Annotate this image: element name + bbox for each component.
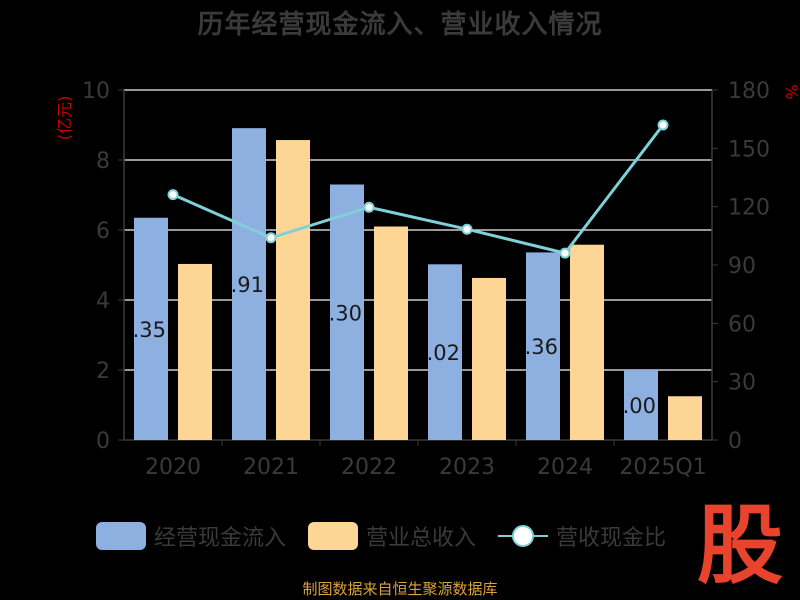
bar-cash-inflow	[624, 370, 658, 440]
y-right-tick-label: 60	[728, 312, 756, 337]
legend-item-ratio[interactable]: 营收现金比	[498, 520, 666, 552]
line-point-ratio	[265, 232, 277, 244]
x-tick-label: 2020	[145, 455, 201, 480]
y-right-tick-label: 0	[728, 429, 742, 454]
bar-revenue	[668, 396, 702, 440]
y-right-tick-label: 150	[728, 137, 770, 162]
x-tick-label: 2021	[243, 455, 299, 480]
x-tick-label: 2024	[537, 455, 593, 480]
bar-data-label: .36	[525, 335, 558, 359]
y-left-tick-label: 4	[96, 289, 110, 314]
bar-revenue	[570, 244, 604, 440]
line-point-ratio	[461, 223, 473, 235]
line-point-ratio	[559, 247, 571, 259]
line-point-ratio	[657, 119, 669, 131]
x-tick-label: 2022	[341, 455, 397, 480]
bar-data-label: .30	[329, 301, 362, 325]
bar-cash-inflow	[428, 264, 462, 440]
legend-item-revenue[interactable]: 营业总收入	[308, 520, 476, 552]
bar-revenue	[374, 226, 408, 440]
bar-data-label: .00	[623, 394, 656, 418]
y-right-tick-label: 120	[728, 196, 770, 221]
y-right-tick-label: 90	[728, 254, 756, 279]
y-right-tick-label: 180	[728, 79, 770, 104]
legend-item-cash-inflow[interactable]: 经营现金流入	[96, 520, 286, 552]
y-left-tick-label: 6	[96, 219, 110, 244]
bar-revenue	[178, 263, 212, 440]
y-left-axis-label: (亿元)	[55, 96, 74, 141]
legend: 经营现金流入 营业总收入 营收现金比	[96, 516, 688, 556]
brand-logo-icon: 股	[697, 496, 783, 596]
source-footer: 制图数据来自恒生聚源数据库	[302, 580, 498, 598]
bar-cash-inflow	[134, 217, 168, 440]
bar-cash-inflow	[526, 252, 560, 440]
bar-data-label: .91	[231, 273, 264, 297]
line-point-ratio	[167, 189, 179, 201]
legend-swatch-cash-inflow	[96, 522, 146, 550]
line-ratio	[172, 124, 665, 255]
y-right-tick-label: 30	[728, 371, 756, 396]
legend-label-cash-inflow: 经营现金流入	[154, 526, 287, 551]
chart-title: 历年经营现金流入、营业收入情况	[197, 10, 603, 40]
bar-data-label: .35	[133, 318, 166, 342]
y-left-tick-label: 2	[96, 359, 110, 384]
bar-data-label: .02	[427, 341, 460, 365]
y-left-tick-label: 8	[96, 149, 110, 174]
x-tick-label: 2025Q1	[619, 455, 706, 480]
bar-revenue	[276, 140, 310, 441]
y-left-tick-label: 10	[82, 79, 110, 104]
bar-cash-inflow	[232, 128, 266, 440]
legend-line-ratio	[498, 522, 549, 550]
legend-label-revenue: 营业总收入	[366, 526, 477, 551]
line-point-ratio	[363, 201, 375, 213]
legend-swatch-revenue	[308, 522, 359, 550]
bar-revenue	[472, 277, 506, 440]
legend-label-ratio: 营收现金比	[556, 526, 667, 551]
y-left-tick-label: 0	[96, 429, 110, 454]
x-tick-label: 2023	[439, 455, 495, 480]
y-right-axis-label: %	[782, 84, 800, 99]
bar-cash-inflow	[330, 184, 364, 440]
